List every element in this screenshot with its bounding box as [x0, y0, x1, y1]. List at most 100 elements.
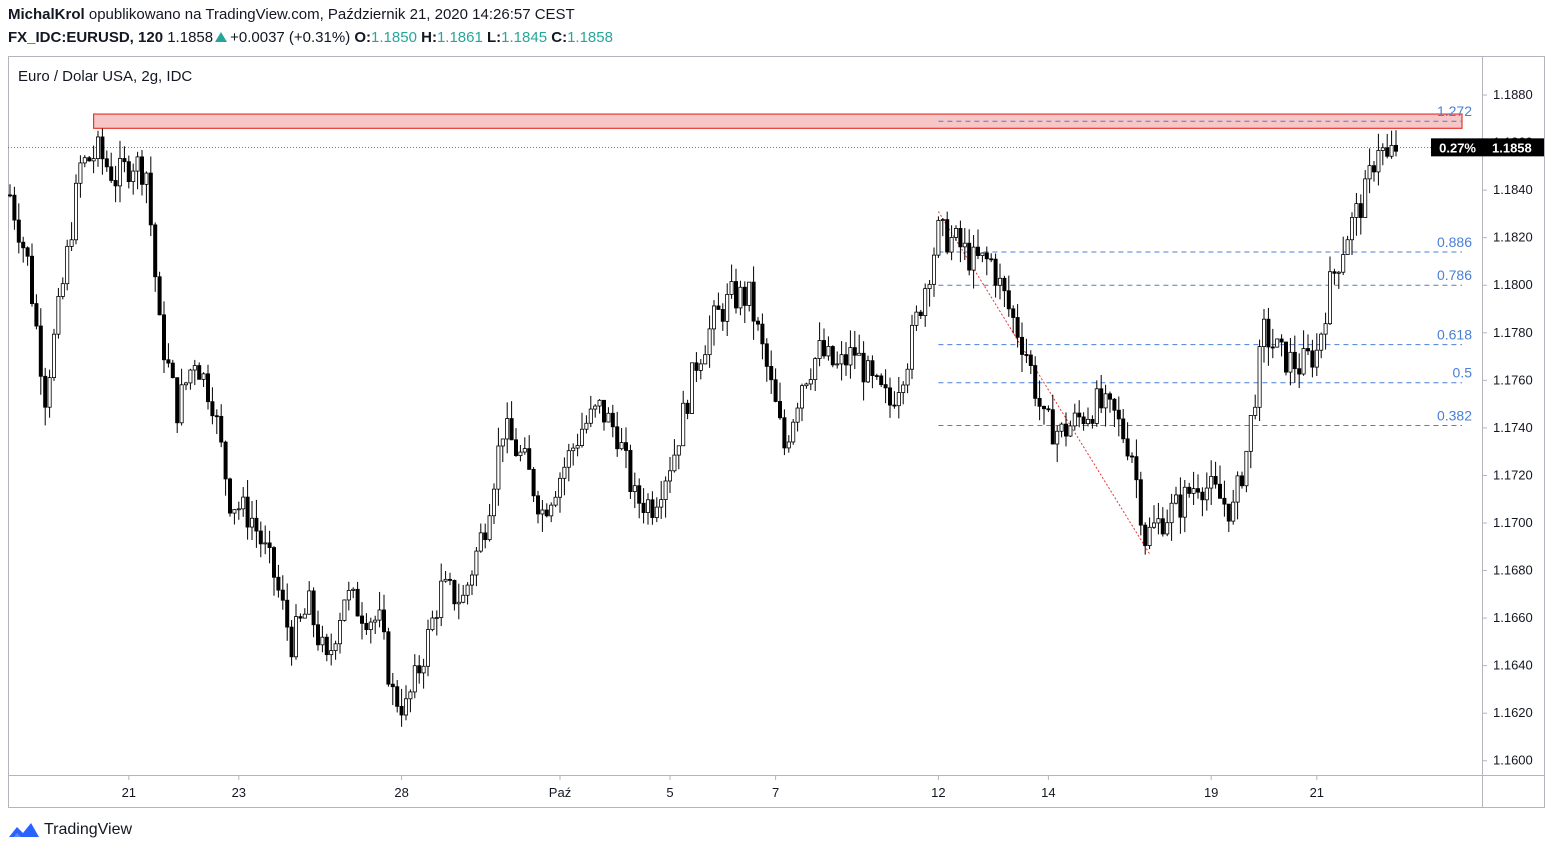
candle-up	[368, 621, 373, 631]
candle-down	[610, 412, 615, 428]
candle-down	[29, 255, 34, 304]
candle	[144, 171, 149, 204]
candle-up	[188, 369, 193, 384]
candle-up	[1059, 423, 1064, 432]
candle-up	[672, 454, 677, 472]
candle-down	[874, 375, 879, 377]
candle	[958, 220, 963, 263]
candle-up	[500, 438, 505, 447]
candle	[932, 247, 937, 297]
candle	[558, 472, 563, 513]
candles	[7, 128, 1399, 727]
candle-up	[434, 617, 439, 619]
candle	[756, 317, 761, 331]
candle-up	[1275, 338, 1280, 348]
candle	[351, 587, 356, 599]
candle-down	[892, 404, 897, 407]
candle-down	[390, 683, 395, 688]
candle	[1042, 405, 1047, 425]
candle	[60, 277, 65, 300]
symbol-label[interactable]: FX_IDC:EURUSD, 120	[8, 29, 164, 46]
candle-down	[1266, 318, 1271, 348]
candle	[1350, 212, 1355, 256]
low-label: L:	[487, 29, 502, 46]
x-tick-label: Paź	[549, 785, 571, 800]
candle-up	[131, 170, 136, 183]
tradingview-footer[interactable]: TradingView	[8, 820, 132, 840]
candle-up	[866, 360, 871, 383]
candle	[289, 620, 294, 666]
candle	[96, 130, 101, 167]
candle-up	[96, 136, 101, 159]
candle-down	[945, 219, 950, 253]
candle-up	[430, 617, 435, 631]
candle	[38, 308, 43, 395]
candle	[1336, 271, 1341, 289]
candle	[1262, 308, 1267, 363]
drawings[interactable]: 1.272 0.886 0.786 0.618 0.5 0.382	[8, 103, 1482, 555]
candle-down	[355, 588, 360, 617]
candle	[1354, 192, 1359, 236]
candle-up	[588, 408, 593, 424]
candle-down	[685, 402, 690, 414]
candle	[760, 313, 765, 360]
candle-down	[1028, 354, 1033, 366]
candle	[1372, 161, 1377, 182]
candle-up	[1204, 487, 1209, 501]
candle-down	[157, 276, 162, 316]
candle	[1394, 130, 1399, 157]
candle	[227, 477, 232, 517]
candle	[298, 613, 303, 622]
candle-down	[1143, 524, 1148, 546]
candle-down	[1112, 398, 1117, 411]
candle-up	[1328, 271, 1333, 325]
candle	[734, 268, 739, 314]
candle-down	[1081, 416, 1086, 425]
candle	[923, 283, 928, 327]
high-label: H:	[421, 29, 437, 46]
candle	[329, 633, 334, 666]
candle-down	[285, 599, 290, 628]
candle-up	[676, 445, 681, 456]
candle-up	[1336, 271, 1341, 274]
candle	[866, 355, 871, 384]
candle-down	[1024, 354, 1029, 356]
brand-name: TradingView	[44, 821, 133, 838]
candle	[104, 150, 109, 172]
candle-down	[12, 194, 17, 221]
candle-down	[113, 180, 118, 187]
candle	[1072, 403, 1077, 431]
candle-up	[74, 182, 79, 241]
candle-down	[514, 439, 519, 457]
author-name[interactable]: MichalKrol	[8, 6, 85, 23]
candle-down	[1187, 486, 1192, 494]
candle-up	[1169, 502, 1174, 524]
candle	[1024, 338, 1029, 364]
candle	[588, 395, 593, 428]
candle	[1319, 332, 1324, 359]
candle	[1011, 305, 1016, 334]
candle	[668, 457, 673, 494]
candle-down	[742, 286, 747, 306]
candle-down	[315, 624, 320, 646]
candle-down	[289, 626, 294, 658]
candle-up	[1244, 450, 1249, 487]
candle-up	[456, 601, 461, 605]
candle-down	[624, 442, 629, 451]
candle-up	[839, 354, 844, 365]
candle	[1314, 333, 1319, 376]
candle-up	[923, 288, 928, 316]
candle	[628, 444, 633, 499]
candle-up	[553, 496, 558, 506]
candle-down	[1213, 476, 1218, 485]
candle-down	[918, 311, 923, 316]
candle	[126, 155, 131, 189]
candle-up	[425, 629, 430, 667]
candle-down	[280, 589, 285, 601]
candle	[377, 591, 382, 628]
candle	[571, 443, 576, 466]
candle	[258, 521, 263, 558]
candle	[1310, 339, 1315, 378]
candle	[769, 350, 774, 394]
